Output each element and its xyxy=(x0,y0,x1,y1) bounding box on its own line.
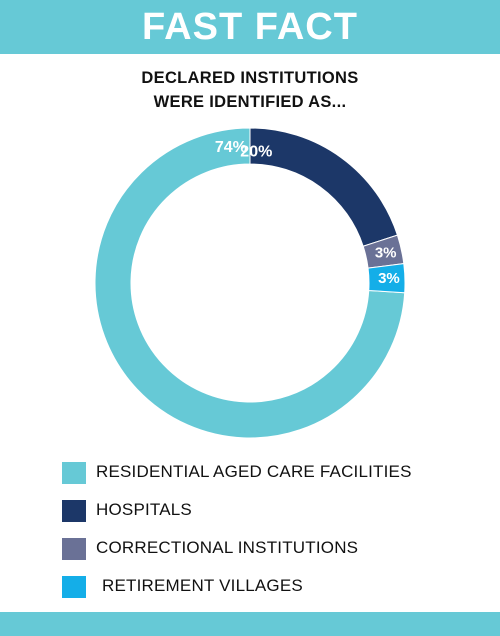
legend-label-correctional: CORRECTIONAL INSTITUTIONS xyxy=(96,538,359,557)
header-title: FAST FACT xyxy=(142,5,358,48)
legend-swatch-residential xyxy=(62,462,86,484)
donut-slice-retirement-villages xyxy=(367,263,406,294)
legend-item-correctional: CORRECTIONAL INSTITUTIONS xyxy=(62,534,482,572)
chart-title-line-1: DECLARED INSTITUTIONS xyxy=(141,69,359,87)
footer-bar xyxy=(0,612,500,636)
legend-swatch-hospitals xyxy=(62,500,86,522)
legend-label-residential: RESIDENTIAL AGED CARE FACILITIES xyxy=(96,462,412,481)
chart-title-line-2: WERE IDENTIFIED AS... xyxy=(153,93,347,111)
donut-label-hospitals: 20% xyxy=(240,144,272,161)
header-banner: FAST FACT xyxy=(0,0,500,54)
legend-swatch-correctional xyxy=(62,538,86,560)
donut-slice-residential-aged-care-facilities xyxy=(94,127,406,439)
legend-label-retirement: RETIREMENT VILLAGES xyxy=(102,576,303,595)
chart-legend: RESIDENTIAL AGED CARE FACILITIES HOSPITA… xyxy=(62,458,482,610)
chart-title: DECLARED INSTITUTIONS WERE IDENTIFIED AS… xyxy=(0,66,500,114)
legend-item-retirement: RETIREMENT VILLAGES xyxy=(62,572,482,610)
legend-swatch-retirement xyxy=(62,576,86,598)
legend-label-hospitals: HOSPITALS xyxy=(96,500,192,519)
legend-item-hospitals: HOSPITALS xyxy=(62,496,482,534)
donut-label-correctional-institutions: 3% xyxy=(375,245,397,262)
donut-label-retirement-villages: 3% xyxy=(378,270,400,287)
legend-item-residential: RESIDENTIAL AGED CARE FACILITIES xyxy=(62,458,482,496)
donut-label-residential-aged-care-facilities: 74% xyxy=(215,139,247,156)
